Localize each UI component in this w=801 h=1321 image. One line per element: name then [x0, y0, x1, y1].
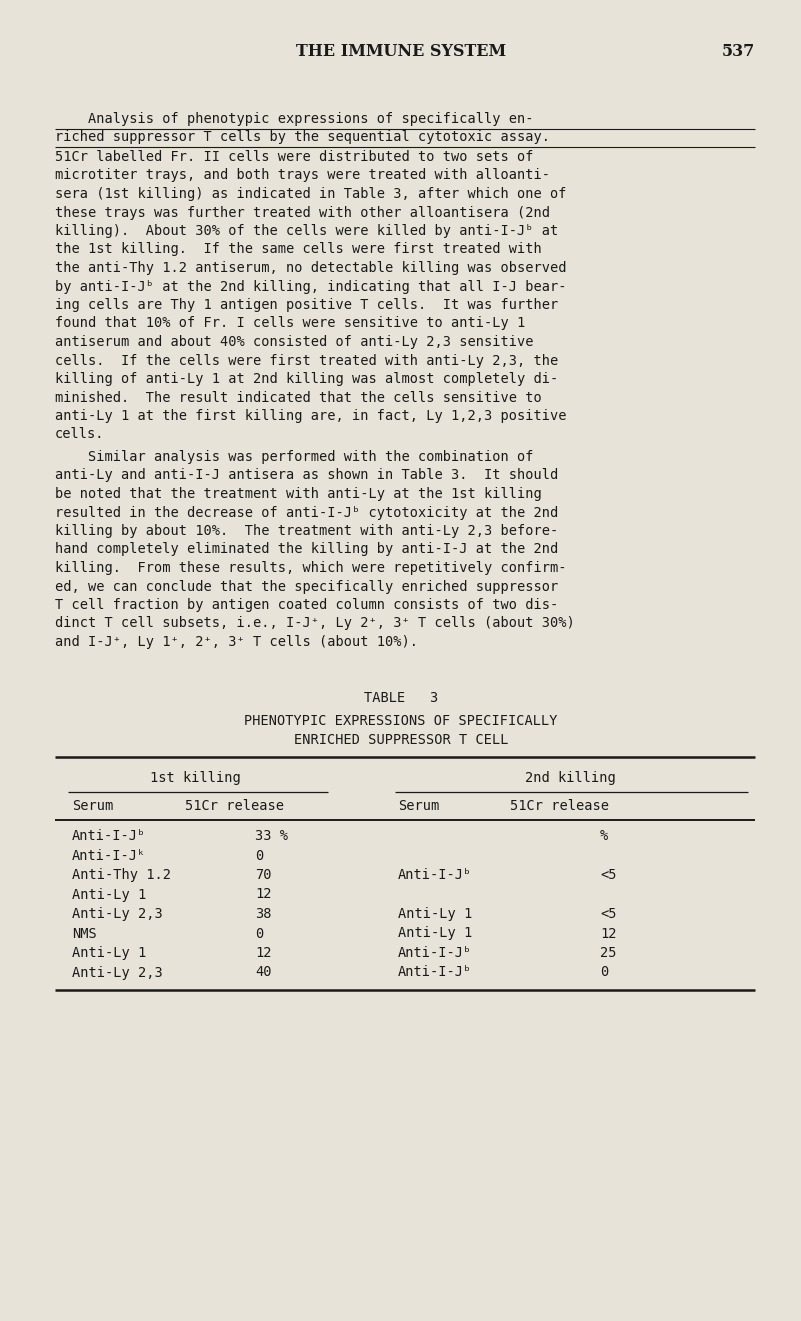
Text: 0: 0 [255, 926, 264, 941]
Text: Serum: Serum [72, 798, 113, 812]
Text: killing of anti-Ly 1 at 2nd killing was almost completely di-: killing of anti-Ly 1 at 2nd killing was … [55, 373, 558, 386]
Text: 51Cr release: 51Cr release [185, 798, 284, 812]
Text: dinct T cell subsets, i.e., I-J⁺, Ly 2⁺, 3⁺ T cells (about 30%): dinct T cell subsets, i.e., I-J⁺, Ly 2⁺,… [55, 617, 575, 630]
Text: Anti-Ly 2,3: Anti-Ly 2,3 [72, 908, 163, 921]
Text: THE IMMUNE SYSTEM: THE IMMUNE SYSTEM [296, 44, 506, 61]
Text: 33 %: 33 % [255, 830, 288, 843]
Text: 2nd killing: 2nd killing [525, 771, 615, 785]
Text: killing.  From these results, which were repetitively confirm-: killing. From these results, which were … [55, 561, 566, 575]
Text: 0: 0 [600, 966, 608, 979]
Text: 51Cr labelled Fr. II cells were distributed to two sets of: 51Cr labelled Fr. II cells were distribu… [55, 151, 533, 164]
Text: Anti-I-Jᵇ: Anti-I-Jᵇ [398, 946, 473, 960]
Text: riched suppressor T cells by the sequential cytotoxic assay.: riched suppressor T cells by the sequent… [55, 131, 550, 144]
Text: PHENOTYPIC EXPRESSIONS OF SPECIFICALLY: PHENOTYPIC EXPRESSIONS OF SPECIFICALLY [244, 713, 557, 728]
Text: Anti-Ly 2,3: Anti-Ly 2,3 [72, 966, 163, 979]
Text: Serum: Serum [398, 798, 439, 812]
Text: Anti-Ly 1: Anti-Ly 1 [72, 946, 147, 960]
Text: 1st killing: 1st killing [150, 771, 240, 785]
Text: Anti-I-Jᵏ: Anti-I-Jᵏ [72, 848, 147, 863]
Text: sera (1st killing) as indicated in Table 3, after which one of: sera (1st killing) as indicated in Table… [55, 188, 566, 201]
Text: <5: <5 [600, 908, 617, 921]
Text: anti-Ly and anti-I-J antisera as shown in Table 3.  It should: anti-Ly and anti-I-J antisera as shown i… [55, 469, 558, 482]
Text: these trays was further treated with other alloantisera (2nd: these trays was further treated with oth… [55, 206, 550, 219]
Text: 38: 38 [255, 908, 272, 921]
Text: 70: 70 [255, 868, 272, 882]
Text: killing).  About 30% of the cells were killed by anti-I-Jᵇ at: killing). About 30% of the cells were ki… [55, 225, 558, 238]
Text: and I-J⁺, Ly 1⁺, 2⁺, 3⁺ T cells (about 10%).: and I-J⁺, Ly 1⁺, 2⁺, 3⁺ T cells (about 1… [55, 635, 418, 649]
Text: T cell fraction by antigen coated column consists of two dis-: T cell fraction by antigen coated column… [55, 598, 558, 612]
Text: Anti-Ly 1: Anti-Ly 1 [398, 908, 473, 921]
Text: cells.  If the cells were first treated with anti-Ly 2,3, the: cells. If the cells were first treated w… [55, 354, 558, 367]
Text: cells.: cells. [55, 428, 104, 441]
Text: 12: 12 [255, 888, 272, 901]
Text: be noted that the treatment with anti-Ly at the 1st killing: be noted that the treatment with anti-Ly… [55, 487, 541, 501]
Text: TABLE   3: TABLE 3 [364, 691, 438, 705]
Text: 537: 537 [722, 44, 755, 61]
Text: ed, we can conclude that the specifically enriched suppressor: ed, we can conclude that the specificall… [55, 580, 558, 593]
Text: the anti-Thy 1.2 antiserum, no detectable killing was observed: the anti-Thy 1.2 antiserum, no detectabl… [55, 262, 566, 275]
Text: Anti-Ly 1: Anti-Ly 1 [398, 926, 473, 941]
Text: Anti-I-Jᵇ: Anti-I-Jᵇ [398, 966, 473, 979]
Text: found that 10% of Fr. I cells were sensitive to anti-Ly 1: found that 10% of Fr. I cells were sensi… [55, 317, 525, 330]
Text: 40: 40 [255, 966, 272, 979]
Text: Anti-Thy 1.2: Anti-Thy 1.2 [72, 868, 171, 882]
Text: ing cells are Thy 1 antigen positive T cells.  It was further: ing cells are Thy 1 antigen positive T c… [55, 299, 558, 312]
Text: %: % [600, 830, 608, 843]
Text: anti-Ly 1 at the first killing are, in fact, Ly 1,2,3 positive: anti-Ly 1 at the first killing are, in f… [55, 410, 566, 423]
Text: NMS: NMS [72, 926, 97, 941]
Text: killing by about 10%.  The treatment with anti-Ly 2,3 before-: killing by about 10%. The treatment with… [55, 524, 558, 538]
Text: microtiter trays, and both trays were treated with alloanti-: microtiter trays, and both trays were tr… [55, 169, 550, 182]
Text: Anti-I-Jᵇ: Anti-I-Jᵇ [72, 830, 147, 843]
Text: 51Cr release: 51Cr release [510, 798, 609, 812]
Text: Anti-Ly 1: Anti-Ly 1 [72, 888, 147, 901]
Text: by anti-I-Jᵇ at the 2nd killing, indicating that all I-J bear-: by anti-I-Jᵇ at the 2nd killing, indicat… [55, 280, 566, 293]
Text: hand completely eliminated the killing by anti-I-J at the 2nd: hand completely eliminated the killing b… [55, 543, 558, 556]
Text: resulted in the decrease of anti-I-Jᵇ cytotoxicity at the 2nd: resulted in the decrease of anti-I-Jᵇ cy… [55, 506, 558, 519]
Text: antiserum and about 40% consisted of anti-Ly 2,3 sensitive: antiserum and about 40% consisted of ant… [55, 336, 533, 349]
Text: 0: 0 [255, 848, 264, 863]
Text: minished.  The result indicated that the cells sensitive to: minished. The result indicated that the … [55, 391, 541, 404]
Text: <5: <5 [600, 868, 617, 882]
Text: Analysis of phenotypic expressions of specifically en-: Analysis of phenotypic expressions of sp… [55, 112, 533, 125]
Text: Anti-I-Jᵇ: Anti-I-Jᵇ [398, 868, 473, 882]
Text: the 1st killing.  If the same cells were first treated with: the 1st killing. If the same cells were … [55, 243, 541, 256]
Text: 25: 25 [600, 946, 617, 960]
Text: 12: 12 [600, 926, 617, 941]
Text: Similar analysis was performed with the combination of: Similar analysis was performed with the … [55, 450, 533, 464]
Text: ENRICHED SUPPRESSOR T CELL: ENRICHED SUPPRESSOR T CELL [294, 733, 509, 746]
Text: 12: 12 [255, 946, 272, 960]
